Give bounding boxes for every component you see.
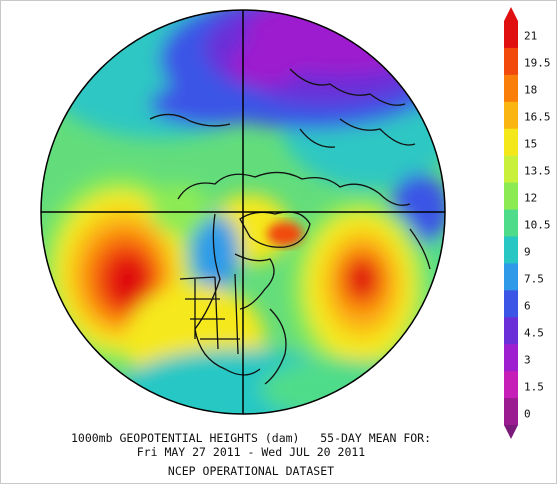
colorbar [504, 7, 518, 439]
colorbar-tick-label: 9 [524, 245, 531, 259]
colorbar-segment [504, 209, 518, 237]
caption-line-1: 1000mb GEOPOTENTIAL HEIGHTS (dam) 55-DAY… [70, 431, 432, 445]
colorbar-tick-label: 4.5 [524, 326, 544, 340]
colorbar-segment [504, 236, 518, 264]
colorbar-tick-label: 3 [524, 353, 531, 367]
colorbar-segment [504, 263, 518, 291]
height-field [41, 10, 445, 414]
colorbar-top-arrow [504, 7, 518, 21]
colorbar-tick-label: 1.5 [524, 380, 544, 394]
colorbar-tick-label: 21 [524, 29, 538, 43]
colorbar-bottom-arrow [504, 425, 518, 439]
colorbar-segment [504, 398, 518, 426]
colorbar-tick-label: 19.5 [524, 56, 551, 70]
colorbar-tick-label: 18 [524, 83, 538, 97]
colorbar-tick-label: 13.5 [524, 164, 551, 178]
colorbar-segment [504, 290, 518, 318]
colorbar-tick-label: 12 [524, 191, 538, 205]
colorbar-tick-label: 0 [524, 407, 531, 421]
colorbar-segment [504, 21, 518, 49]
colorbar-tick-label: 6 [524, 299, 531, 313]
caption-line-2: Fri MAY 27 2011 - Wed JUL 20 2011 [136, 445, 366, 459]
colorbar-tick-label: 10.5 [524, 218, 551, 232]
colorbar-tick-label: 16.5 [524, 110, 551, 124]
colorbar-segment [504, 128, 518, 157]
colorbar-segment [504, 182, 518, 211]
colorbar-segment [504, 47, 518, 76]
colorbar-tick-label: 15 [524, 137, 538, 151]
polar-map [40, 9, 446, 415]
caption-line-3: NCEP OPERATIONAL DATASET [167, 464, 335, 478]
colorbar-segment [504, 101, 518, 130]
colorbar-segment [504, 344, 518, 372]
colorbar-segment [504, 155, 518, 184]
map-border [40, 9, 446, 415]
colorbar-segment [504, 74, 518, 103]
colorbar-segment [504, 371, 518, 399]
colorbar-tick-label: 7.5 [524, 272, 544, 286]
colorbar-segment [504, 317, 518, 345]
